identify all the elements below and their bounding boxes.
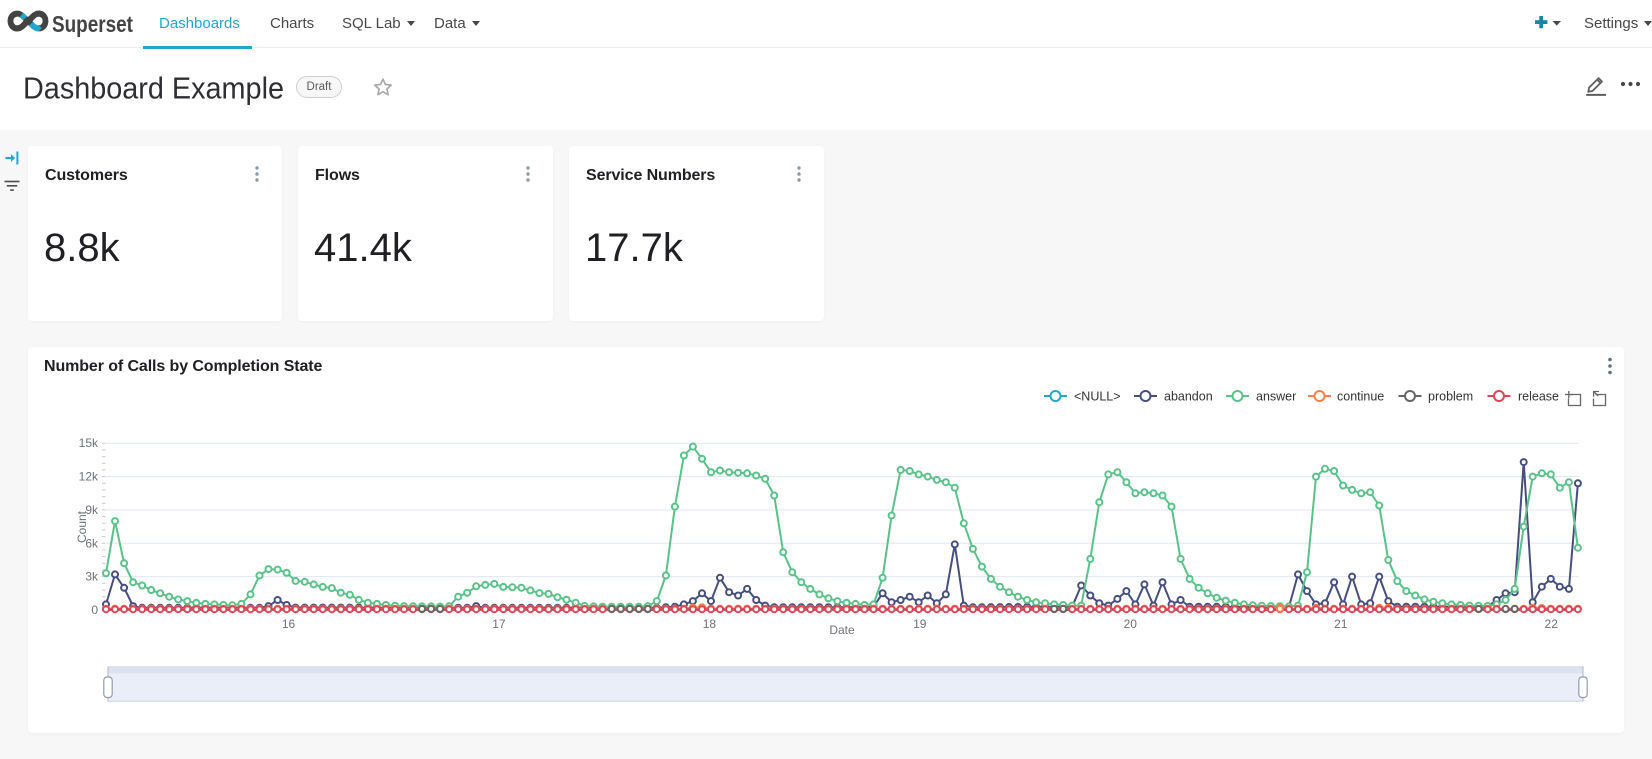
svg-text:12k: 12k	[79, 470, 99, 484]
svg-text:9k: 9k	[85, 503, 99, 517]
svg-text:abandon: abandon	[1164, 390, 1213, 404]
svg-text:0: 0	[91, 603, 98, 617]
svg-text:problem: problem	[1428, 390, 1473, 404]
svg-text:21: 21	[1334, 617, 1348, 631]
svg-text:22: 22	[1545, 617, 1559, 631]
svg-text:answer: answer	[1256, 390, 1296, 404]
svg-text:6k: 6k	[85, 536, 99, 550]
svg-text:continue: continue	[1337, 390, 1384, 404]
svg-text:3k: 3k	[85, 570, 99, 584]
svg-text:release: release	[1518, 390, 1559, 404]
svg-text:Superset: Superset	[52, 11, 133, 37]
svg-text:Date: Date	[829, 623, 855, 637]
svg-text:Dashboard Example: Dashboard Example	[23, 71, 284, 106]
svg-text:<NULL>: <NULL>	[1074, 390, 1121, 404]
svg-text:16: 16	[282, 617, 296, 631]
svg-text:20: 20	[1124, 617, 1138, 631]
svg-text:19: 19	[913, 617, 927, 631]
svg-text:17: 17	[492, 617, 506, 631]
svg-text:15k: 15k	[79, 436, 99, 450]
svg-text:Count: Count	[75, 510, 89, 543]
svg-text:18: 18	[703, 617, 717, 631]
